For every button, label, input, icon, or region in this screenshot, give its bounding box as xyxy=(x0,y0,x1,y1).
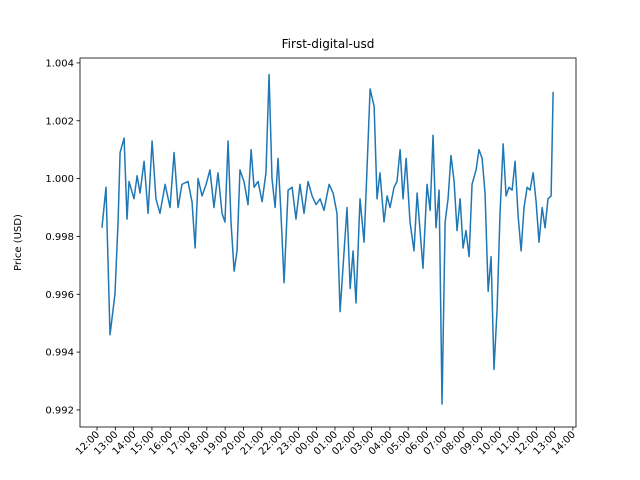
y-tick-label: 0.992 xyxy=(45,405,74,416)
y-tick-label: 0.996 xyxy=(45,290,74,301)
y-axis-label: Price (USD) xyxy=(13,214,24,271)
y-tick-label: 1.000 xyxy=(45,174,74,185)
y-tick-label: 0.994 xyxy=(45,348,74,359)
chart-title: First-digital-usd xyxy=(282,37,375,51)
y-tick-label: 1.004 xyxy=(45,58,74,69)
y-tick-label: 1.002 xyxy=(45,116,74,127)
y-tick-label: 0.998 xyxy=(45,232,74,243)
price-line xyxy=(101,73,554,405)
plot-frame xyxy=(79,57,577,428)
